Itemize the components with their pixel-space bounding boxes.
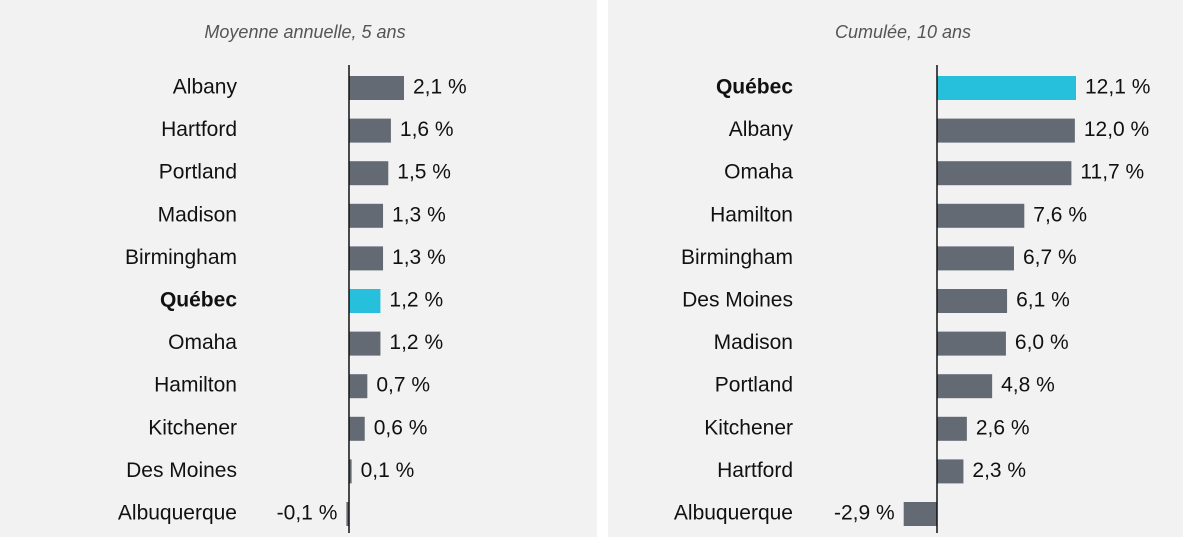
category-label: Portland <box>715 374 793 397</box>
value-label: 12,0 % <box>1084 118 1149 141</box>
value-label: 2,3 % <box>972 459 1026 482</box>
subtitle: Moyenne annuelle, 5 ans <box>204 22 405 42</box>
category-label: Albuquerque <box>674 502 793 525</box>
panel <box>0 0 597 537</box>
category-label: Albuquerque <box>118 502 237 525</box>
category-label: Birmingham <box>125 246 237 269</box>
bar <box>349 459 352 484</box>
value-label: 4,8 % <box>1001 374 1055 397</box>
value-label: 7,6 % <box>1033 203 1087 226</box>
category-label: Québec <box>160 289 237 312</box>
category-label: Hartford <box>717 459 793 482</box>
category-label: Madison <box>714 331 793 354</box>
category-label: Portland <box>159 161 237 184</box>
value-label: 2,1 % <box>413 76 467 99</box>
value-label: 1,3 % <box>392 203 446 226</box>
value-label: 0,1 % <box>361 459 415 482</box>
value-label: 1,2 % <box>389 289 443 312</box>
category-label: Birmingham <box>681 246 793 269</box>
category-label: Kitchener <box>704 416 793 439</box>
bar <box>937 374 993 399</box>
bar <box>937 289 1008 313</box>
subtitle: Cumulée, 10 ans <box>835 22 971 42</box>
value-label: -2,9 % <box>834 502 895 525</box>
bar <box>937 76 1076 100</box>
value-label: -0,1 % <box>277 502 338 525</box>
bar <box>349 289 381 313</box>
value-label: 6,0 % <box>1015 331 1069 354</box>
bar <box>937 203 1025 228</box>
bar <box>349 203 384 228</box>
value-label: 12,1 % <box>1085 76 1150 99</box>
category-label: Madison <box>158 203 237 226</box>
category-label: Hamilton <box>154 374 237 397</box>
bar <box>937 161 1072 186</box>
category-label: Kitchener <box>148 416 237 439</box>
value-label: 1,3 % <box>392 246 446 269</box>
bar <box>937 416 967 441</box>
category-label: Hartford <box>161 118 237 141</box>
bar <box>349 416 365 441</box>
bar <box>349 76 404 100</box>
category-label: Albany <box>173 76 238 99</box>
value-label: 1,5 % <box>397 161 451 184</box>
bar <box>937 246 1014 271</box>
value-label: 2,6 % <box>976 416 1030 439</box>
bar <box>349 331 381 356</box>
value-label: 1,2 % <box>389 331 443 354</box>
panel <box>608 0 1183 537</box>
category-label: Omaha <box>168 331 237 354</box>
value-label: 11,7 % <box>1080 161 1144 184</box>
bar <box>349 374 368 399</box>
value-label: 1,6 % <box>400 118 454 141</box>
value-label: 0,6 % <box>374 416 428 439</box>
bar <box>937 331 1006 356</box>
bar <box>937 118 1075 143</box>
bar <box>349 246 384 271</box>
value-label: 6,1 % <box>1016 289 1070 312</box>
bar <box>903 502 937 526</box>
bar <box>346 502 349 526</box>
category-label: Albany <box>729 118 794 141</box>
category-label: Des Moines <box>126 459 237 482</box>
category-label: Omaha <box>724 161 793 184</box>
value-label: 6,7 % <box>1023 246 1077 269</box>
bar <box>937 459 964 484</box>
value-label: 0,7 % <box>376 374 430 397</box>
category-label: Hamilton <box>710 203 793 226</box>
bar <box>349 118 391 143</box>
bar <box>349 161 389 186</box>
category-label: Des Moines <box>682 289 793 312</box>
category-label: Québec <box>716 76 793 99</box>
